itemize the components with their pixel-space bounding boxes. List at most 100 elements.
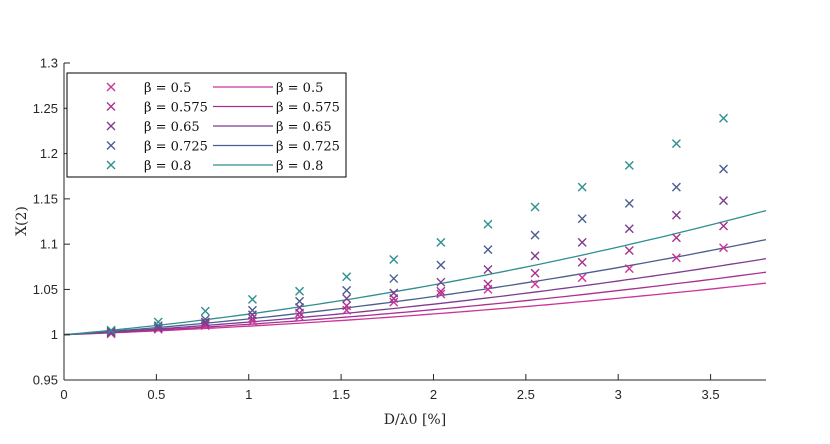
y-tick-label: 1.05: [33, 282, 58, 297]
marker-s4-p7: [389, 274, 399, 284]
y-axis-label: X(2): [14, 206, 30, 236]
x-tick-label: 2: [430, 387, 437, 402]
marker-s1-p7: [389, 297, 399, 307]
marker-s1-p3: [200, 321, 210, 331]
marker-s3-p12: [624, 224, 634, 234]
marker-s5-p9: [483, 219, 493, 229]
marker-s1-p10: [530, 279, 540, 289]
marker-s1-p12: [624, 264, 634, 274]
marker-s2-p6: [342, 301, 352, 311]
legend-line-label-3: β = 0.65: [276, 120, 332, 135]
marker-s5-p4: [247, 294, 257, 304]
marker-s3-p11: [577, 237, 587, 247]
marker-s5-p7: [389, 255, 399, 265]
marker-s4-p13: [671, 182, 681, 192]
data-markers: [106, 113, 729, 339]
x-tick-label: 0.5: [147, 387, 165, 402]
y-tick-label: 1: [51, 327, 58, 342]
marker-s2-p12: [624, 245, 634, 255]
marker-s4-p8: [436, 260, 446, 270]
marker-s3-p9: [483, 265, 493, 274]
marker-s4-p11: [577, 214, 587, 224]
legend-line-label-2: β = 0.575: [276, 101, 340, 116]
marker-s5-p11: [577, 182, 587, 192]
fit-curve-5: [63, 209, 767, 336]
marker-s4-p10: [530, 230, 540, 240]
fit-curve-2: [63, 271, 767, 336]
marker-s1-p13: [671, 253, 681, 263]
marker-s2-p14: [719, 221, 729, 231]
marker-s1-p4: [247, 316, 257, 326]
y-tick-label: 1.25: [33, 101, 58, 116]
marker-s2-p9: [483, 279, 493, 289]
marker-s3-p14: [719, 196, 729, 206]
marker-s1-p14: [719, 243, 729, 253]
marker-s5-p2: [153, 317, 163, 327]
y-tick-label: 1.15: [33, 191, 58, 206]
fit-curve-1: [63, 282, 767, 336]
marker-s3-p7: [389, 288, 399, 298]
marker-s5-p12: [624, 160, 634, 170]
legend-marker-label-4: β = 0.725: [144, 140, 208, 155]
marker-s2-p11: [577, 257, 587, 267]
marker-s5-p5: [295, 286, 305, 296]
x-tick-label: 1.5: [332, 387, 350, 402]
marker-s3-p5: [295, 303, 305, 313]
y-tick-label: 0.95: [33, 373, 58, 388]
x-axis-label: D/λ0 [%]: [384, 412, 446, 428]
marker-s3-p8: [436, 277, 446, 287]
legend: β = 0.5 β = 0.5 β = 0.575 β = 0.575 β = 0.65…: [66, 72, 347, 178]
marker-s5-p6: [342, 272, 352, 282]
marker-s1-p5: [295, 312, 305, 322]
legend-marker-2: [106, 102, 116, 111]
marker-s3-p13: [671, 210, 681, 220]
legend-line-label-4: β = 0.725: [276, 140, 340, 155]
marker-s1-p8: [436, 289, 446, 299]
y-tick-label: 1.2: [40, 146, 58, 161]
fit-curve-4: [63, 238, 767, 336]
x-tick-label: 3: [615, 387, 622, 402]
marker-s4-p14: [719, 164, 729, 174]
marker-s2-p4: [247, 313, 257, 323]
legend-line-label-1: β = 0.5: [276, 81, 323, 96]
marker-s5-p3: [200, 306, 210, 316]
legend-marker-3: [106, 121, 116, 131]
marker-s4-p4: [247, 305, 257, 315]
x-tick-label: 2.5: [517, 387, 535, 402]
marker-s4-p3: [200, 314, 210, 324]
fit-curves: [63, 209, 767, 336]
legend-marker-1: [106, 82, 116, 92]
marker-s3-p10: [530, 251, 540, 261]
marker-s4-p12: [624, 198, 634, 208]
marker-s4-p2: [153, 321, 163, 331]
marker-s4-p9: [483, 245, 493, 255]
marker-s5-p1: [106, 325, 116, 335]
fit-curve-3: [63, 257, 767, 336]
marker-s5-p8: [436, 237, 446, 247]
marker-s3-p6: [342, 293, 352, 303]
legend-marker-label-5: β = 0.8: [144, 159, 191, 174]
marker-s2-p8: [436, 286, 446, 296]
axes: 0 0.5 1 1.5 2 2.5 3 3.5 0.95 1 1.05 1.1 1.15 1.2 1.25 1…: [33, 56, 766, 402]
y-tick-label: 1.3: [40, 56, 58, 71]
marker-s5-p10: [530, 202, 540, 212]
marker-s5-p14: [719, 113, 729, 123]
legend-marker-label-1: β = 0.5: [144, 81, 191, 96]
legend-marker-4: [106, 141, 116, 150]
legend-marker-label-3: β = 0.65: [144, 120, 200, 135]
marker-s4-p6: [342, 285, 352, 295]
x-tick-label: 0: [60, 387, 67, 402]
marker-s5-p13: [671, 139, 681, 149]
y-tick-label: 1.1: [40, 237, 58, 252]
marker-s2-p13: [671, 233, 681, 243]
x-tick-label: 1: [245, 387, 252, 402]
legend-marker-5: [106, 160, 116, 170]
marker-s3-p3: [200, 317, 210, 327]
x-tick-label: 3.5: [702, 387, 720, 402]
legend-line-label-5: β = 0.8: [276, 159, 323, 174]
legend-marker-label-2: β = 0.575: [144, 101, 208, 116]
marker-s4-p5: [295, 296, 305, 306]
marker-s2-p10: [530, 268, 540, 278]
marker-s1-p11: [577, 273, 587, 283]
